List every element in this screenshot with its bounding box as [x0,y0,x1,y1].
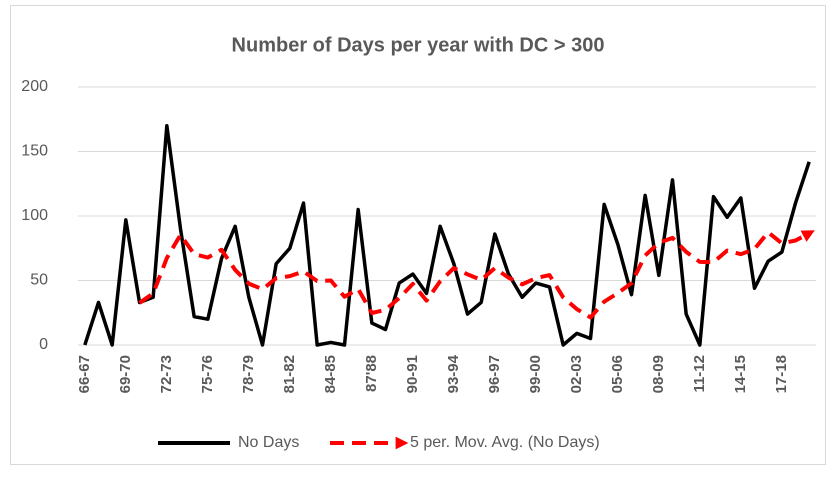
x-tick-label: 99-00 [527,355,544,393]
x-tick-label: 87'88 [363,355,380,392]
y-tick-label: 200 [21,78,48,95]
x-tick-label: 66-67 [76,355,93,393]
series-line [138,230,815,320]
x-tick-label: 17-18 [773,355,790,393]
legend-item: No Days [158,434,299,451]
y-tick-label: 100 [21,207,48,224]
x-tick-label: 14-15 [732,355,749,393]
x-tick-label: 72-73 [158,355,175,393]
x-tick-label: 84-85 [322,355,339,393]
x-tick-label: 90-91 [404,355,421,393]
legend-item: 5 per. Mov. Avg. (No Days) [330,434,600,451]
chart-title: Number of Days per year with DC > 300 [232,34,605,56]
y-tick-label: 150 [21,143,48,160]
y-tick-label: 50 [30,272,48,289]
x-tick-label: 11-12 [691,355,708,393]
x-tick-label: 05-06 [609,355,626,393]
series-line [83,123,811,347]
x-tick-label: 81-82 [281,355,298,393]
chart-border [10,5,826,465]
x-tick-label: 75-76 [199,355,216,393]
x-tick-label: 78-79 [240,355,257,393]
x-tick-label: 02-03 [568,355,585,393]
y-tick-label: 0 [39,336,48,353]
x-tick-label: 96-97 [486,355,503,393]
legend-label: 5 per. Mov. Avg. (No Days) [410,434,600,451]
x-tick-label: 69-70 [117,355,134,393]
legend-label: No Days [238,434,299,451]
x-tick-label: 08-09 [650,355,667,393]
x-tick-label: 93-94 [445,354,462,393]
